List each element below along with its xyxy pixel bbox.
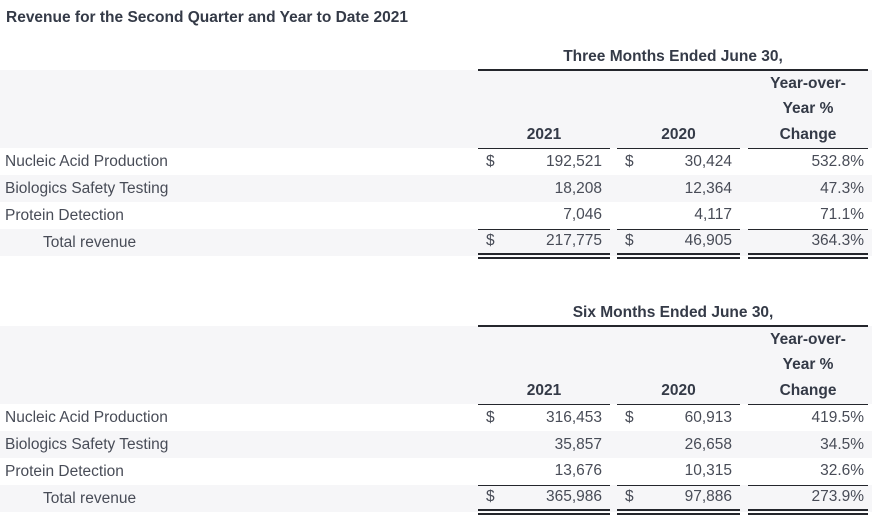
row-label: Total revenue [0, 485, 478, 512]
yoy-change-value: 34.5% [748, 431, 869, 458]
header-row-years: 2021 2020 Change [0, 122, 872, 149]
row-label: Nucleic Acid Production [5, 152, 168, 170]
year-2020-header: 2020 [617, 122, 740, 149]
revenue-table-six-months: Six Months Ended June 30, Year-over- Yea… [0, 300, 872, 515]
header-row-yoy-2: Year % [0, 352, 872, 378]
year-2021-header: 2021 [478, 378, 610, 405]
yoy-change-value: 32.6% [748, 458, 869, 486]
value-2021: 192,521 [545, 152, 602, 170]
value-2020: 12,364 [684, 179, 732, 197]
yoy-header-line3: Change [748, 378, 869, 405]
currency-symbol: $ [625, 408, 634, 426]
yoy-header-line1: Year-over- [748, 70, 869, 96]
currency-symbol: $ [486, 408, 495, 426]
value-2021: 18,208 [554, 179, 602, 197]
yoy-change-value: 364.3% [748, 229, 869, 259]
currency-symbol: $ [486, 232, 495, 250]
yoy-change-value: 419.5% [811, 408, 865, 426]
header-row-years: 2021 2020 Change [0, 378, 872, 405]
currency-symbol: $ [625, 488, 634, 506]
row-label: Biologics Safety Testing [0, 431, 478, 458]
yoy-header-line1: Year-over- [748, 326, 869, 352]
table-row: Nucleic Acid Production $192,521 $30,424… [0, 148, 872, 175]
yoy-header-line2: Year % [748, 352, 869, 378]
table-row: Protein Detection 13,676 10,315 32.6% [0, 458, 872, 486]
table-row: Protein Detection 7,046 4,117 71.1% [0, 202, 872, 230]
row-label: Protein Detection [5, 462, 124, 480]
value-2021: 316,453 [545, 408, 602, 426]
value-2021: 35,857 [554, 435, 602, 453]
total-row: Total revenue $365,986 $97,886 273.9% [0, 485, 872, 515]
value-2020: 10,315 [684, 462, 732, 480]
total-row: Total revenue $217,775 $46,905 364.3% [0, 229, 872, 259]
value-2021: 7,046 [563, 206, 602, 224]
value-2020: 30,424 [684, 152, 732, 170]
table-row: Biologics Safety Testing 18,208 12,364 4… [0, 175, 872, 202]
table-caption: Six Months Ended June 30, [478, 300, 869, 327]
caption-row: Six Months Ended June 30, [0, 300, 872, 327]
yoy-change-value: 532.8% [811, 152, 865, 170]
header-row-yoy-1: Year-over- [0, 70, 872, 96]
table-caption: Three Months Ended June 30, [478, 44, 869, 71]
value-2020: 60,913 [684, 408, 732, 426]
value-2020: 97,886 [684, 488, 732, 506]
row-label: Protein Detection [5, 206, 124, 224]
currency-symbol: $ [486, 488, 495, 506]
yoy-header-line3: Change [748, 122, 869, 149]
yoy-change-value: 47.3% [748, 175, 869, 202]
row-label: Nucleic Acid Production [5, 408, 168, 426]
header-row-yoy-2: Year % [0, 96, 872, 122]
table-row: Biologics Safety Testing 35,857 26,658 3… [0, 431, 872, 458]
row-label: Total revenue [0, 229, 478, 256]
row-label: Biologics Safety Testing [0, 175, 478, 202]
revenue-table-three-months: Three Months Ended June 30, Year-over- Y… [0, 44, 872, 259]
value-2021: 365,986 [545, 488, 602, 506]
currency-symbol: $ [625, 232, 634, 250]
value-2020: 46,905 [684, 232, 732, 250]
caption-row: Three Months Ended June 30, [0, 44, 872, 71]
value-2020: 4,117 [694, 206, 732, 224]
yoy-change-value: 71.1% [748, 202, 869, 230]
year-2020-header: 2020 [617, 378, 740, 405]
year-2021-header: 2021 [478, 122, 610, 149]
yoy-change-value: 273.9% [748, 485, 869, 515]
value-2021: 13,676 [554, 462, 602, 480]
page-title: Revenue for the Second Quarter and Year … [6, 9, 408, 26]
yoy-header-line2: Year % [748, 96, 869, 122]
table-row: Nucleic Acid Production $316,453 $60,913… [0, 404, 872, 431]
currency-symbol: $ [486, 152, 495, 170]
value-2021: 217,775 [545, 232, 602, 250]
header-row-yoy-1: Year-over- [0, 326, 872, 352]
currency-symbol: $ [625, 152, 634, 170]
value-2020: 26,658 [684, 435, 732, 453]
